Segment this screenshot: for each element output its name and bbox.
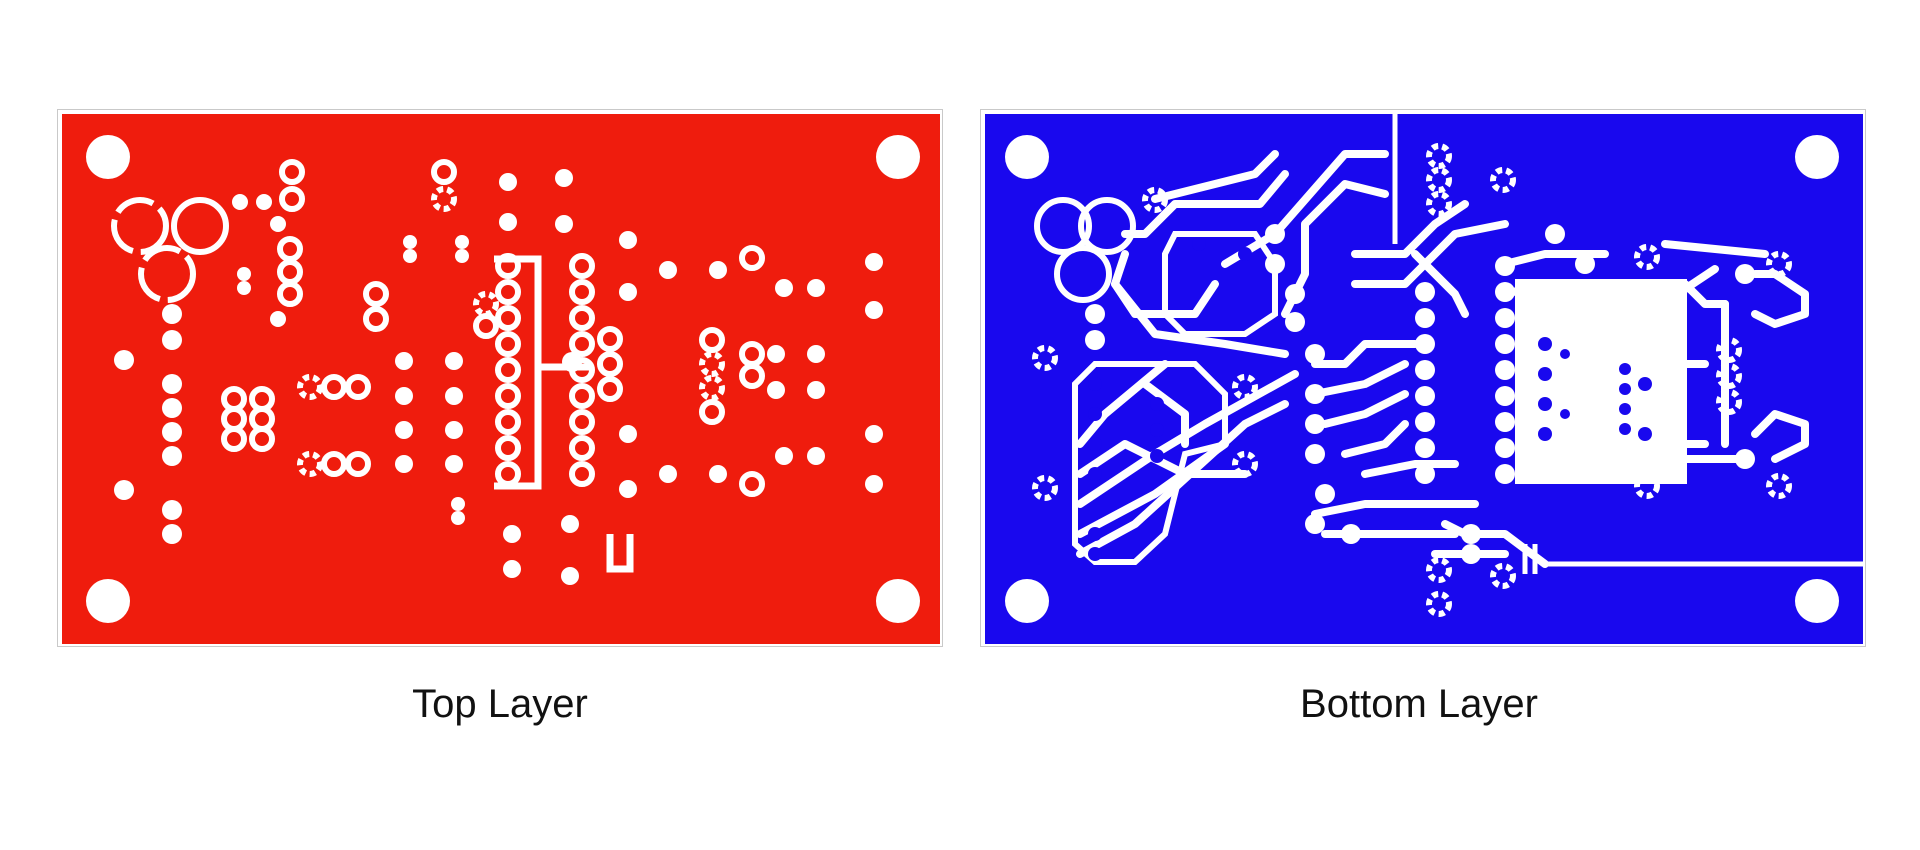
bottom-ic-pads [1085,224,1755,564]
bottom-layer-caption: Bottom Layer [1300,682,1538,726]
top-pad-clearances [111,159,765,497]
bottom-pad-clearances [1032,143,1792,617]
bottom-layer-board [980,109,1866,647]
top-via-pads [114,169,883,585]
bottom-ic-pins-copper [1088,237,1652,561]
mounting-holes [86,135,920,623]
bottom-layer-pcb [985,114,1863,644]
mounting-holes [1005,135,1839,623]
top-layer-pcb [62,114,940,644]
top-layer-board [57,109,943,647]
top-layer-caption: Top Layer [412,682,588,726]
